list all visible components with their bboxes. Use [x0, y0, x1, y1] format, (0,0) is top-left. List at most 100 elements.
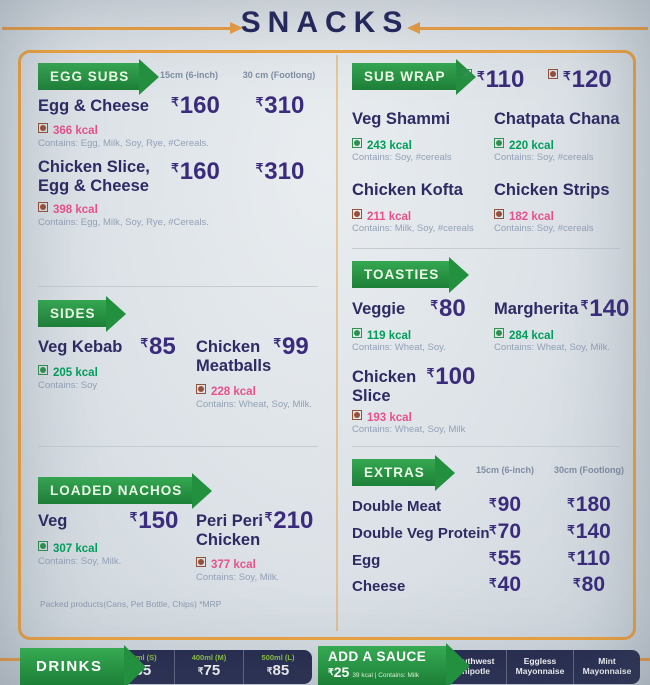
price-value: 120 [571, 66, 612, 93]
price-value: 310 [264, 158, 305, 185]
menu-item-name: Chicken Slice, Egg & Cheese [38, 158, 150, 196]
allergen-info: Contains: Soy [38, 380, 98, 391]
allergen-info: Contains: Wheat, Soy. [352, 342, 446, 353]
kcal-row: 243 kcal [352, 136, 412, 154]
nonveg-icon [38, 202, 48, 212]
kcal-value: 220 kcal [509, 140, 554, 152]
rupee-symbol: ₹ [567, 550, 576, 564]
sauce-price: ₹25 [328, 664, 349, 680]
sauce-option: Mint Mayonnaise [573, 650, 640, 684]
price: ₹85 [126, 333, 190, 361]
price-15cm: ₹55 [466, 547, 544, 571]
price-value: 210 [273, 507, 314, 534]
section-divider [352, 248, 620, 249]
price-value: 55 [497, 547, 521, 570]
rupee-symbol: ₹ [426, 366, 435, 380]
price: ₹99 [262, 333, 320, 361]
veg-icon [494, 138, 504, 148]
price-value: 80 [438, 295, 466, 322]
title-arrow-left-icon [2, 22, 243, 34]
name-line-1: Chicken [352, 368, 417, 386]
section-header-toasties: TOASTIES [352, 256, 470, 293]
menu-item-name: Veg [38, 512, 68, 530]
sauce-name-line-2: Chipotle [456, 665, 490, 676]
kcal-value: 366 kcal [53, 125, 98, 137]
drinks-size-cell: 400ml (M) ₹75 [174, 650, 243, 684]
kcal-row: 193 kcal [352, 408, 412, 426]
name-line-2: Slice [352, 387, 391, 405]
size-column-small: 15cm (6-inch) [475, 465, 535, 475]
sauce-option: Southwest Chipotle [440, 650, 506, 684]
section-header-label: LOADED NACHOS [50, 483, 183, 498]
drinks-header-label: DRINKS [36, 658, 103, 675]
kcal-value: 377 kcal [211, 559, 256, 571]
menu-item-name: Veg Kebab [38, 338, 123, 356]
add-a-sauce-header-arrow: ADD A SAUCE ₹25 39 kcal | Contains: Milk [318, 643, 470, 685]
size-column-large: 30cm (Footlong) [554, 465, 624, 475]
price-value: 75 [203, 662, 221, 679]
price-value: 110 [485, 66, 525, 93]
section-header-label: SIDES [50, 306, 96, 321]
price-15cm: ₹90 [466, 493, 544, 517]
price-value: 110 [576, 547, 611, 570]
price-value: 70 [497, 520, 521, 543]
sauce-kcal-note: 39 kcal | Contains: Milk [352, 672, 420, 679]
price: ₹150 [118, 507, 190, 535]
price-value: 80 [581, 573, 605, 596]
allergen-info: Contains: Soy, #cereals [494, 152, 594, 163]
sauce-price-row: ₹25 39 kcal | Contains: Milk [328, 665, 446, 683]
kcal-row: 211 kcal [352, 207, 411, 225]
rupee-symbol: ₹ [171, 95, 179, 109]
veg-icon [462, 69, 472, 79]
section-header-label: SUB WRAP [364, 69, 446, 84]
extras-row-name: Egg [352, 552, 381, 569]
name-line-2: Chicken [196, 531, 261, 549]
veg-icon [38, 541, 48, 551]
allergen-info: Contains: Egg, Milk, Soy, Rye, #Cereals. [38, 138, 209, 149]
drink-size-label: 500ml (L) [261, 653, 295, 662]
nonveg-icon [352, 209, 362, 219]
kcal-row: 220 kcal [494, 136, 554, 154]
drinks-size-cell: 500ml (L) ₹85 [243, 650, 312, 684]
kcal-row: 182 kcal [494, 207, 554, 225]
price-value: 180 [575, 493, 611, 516]
rupee-symbol: ₹ [255, 161, 264, 175]
name-line-1: Chicken Slice, [38, 158, 150, 176]
kcal-value: 307 kcal [53, 543, 98, 555]
section-header-sides: SIDES [38, 295, 125, 332]
rupee-symbol: ₹ [264, 510, 273, 524]
allergen-info: Contains: Wheat, Soy, Milk [352, 424, 466, 435]
kcal-value: 211 kcal [367, 211, 412, 223]
section-header-egg-subs: EGG SUBS [38, 58, 160, 95]
section-divider [352, 446, 620, 447]
section-header-loaded-nachos: LOADED NACHOS [38, 472, 213, 509]
kcal-value: 205 kcal [53, 367, 98, 379]
rupee-symbol: ₹ [477, 69, 485, 83]
kcal-value: 243 kcal [367, 140, 412, 152]
price-30cm: ₹180 [550, 493, 628, 517]
allergen-info: Contains: Wheat, Soy, Milk. [196, 399, 312, 410]
nonveg-icon [38, 123, 48, 133]
section-header-label: EXTRAS [364, 465, 425, 480]
price-value: 40 [497, 573, 521, 596]
orange-connector-right [636, 658, 650, 661]
nonveg-icon [494, 209, 504, 219]
title-arrow-right-icon [407, 22, 648, 34]
rupee-symbol: ₹ [489, 576, 497, 590]
packed-products-note: Packed products(Cans, Pet Bottle, Chips)… [40, 599, 222, 609]
kcal-row: 366 kcal [38, 121, 98, 139]
menu-item-name: Chicken Meatballs [196, 338, 271, 376]
kcal-row: 284 kcal [494, 326, 554, 344]
kcal-row: 398 kcal [38, 200, 98, 218]
kcal-row: 307 kcal [38, 539, 98, 557]
rupee-symbol: ₹ [328, 667, 334, 677]
rupee-symbol: ₹ [567, 523, 575, 537]
allergen-info: Contains: Soy, #cereals [352, 152, 452, 163]
rupee-symbol: ₹ [129, 510, 138, 524]
veg-icon [494, 328, 504, 338]
price-15cm: ₹160 [158, 92, 233, 120]
section-header-extras: EXTRAS [352, 454, 455, 491]
orange-connector-left [0, 658, 24, 661]
kcal-row: 377 kcal [196, 555, 256, 573]
menu-item-name: Veggie [352, 300, 406, 318]
